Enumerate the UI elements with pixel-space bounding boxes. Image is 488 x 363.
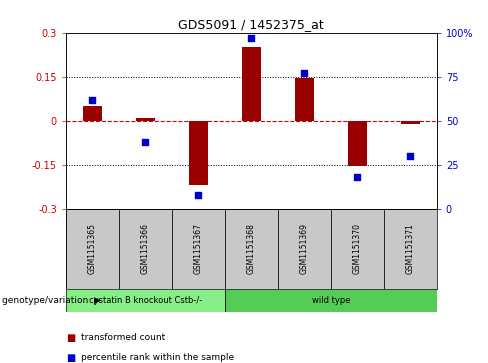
- Text: percentile rank within the sample: percentile rank within the sample: [81, 353, 234, 362]
- Bar: [136, 118, 155, 121]
- Text: cystatin B knockout Cstb-/-: cystatin B knockout Cstb-/-: [89, 296, 202, 305]
- Bar: [66, 209, 119, 289]
- Title: GDS5091 / 1452375_at: GDS5091 / 1452375_at: [179, 19, 324, 32]
- Text: genotype/variation  ▶: genotype/variation ▶: [2, 296, 102, 305]
- Bar: [242, 47, 261, 121]
- Bar: [384, 209, 437, 289]
- Bar: [189, 121, 207, 185]
- Text: GSM1151367: GSM1151367: [194, 223, 203, 274]
- Bar: [119, 209, 172, 289]
- Text: GSM1151371: GSM1151371: [406, 223, 415, 274]
- Bar: [83, 106, 102, 121]
- Bar: [331, 209, 384, 289]
- Text: ■: ■: [66, 333, 75, 343]
- Bar: [172, 209, 225, 289]
- Bar: [66, 289, 225, 312]
- Point: [247, 35, 255, 41]
- Bar: [401, 121, 420, 124]
- Bar: [225, 289, 437, 312]
- Text: wild type: wild type: [311, 296, 350, 305]
- Bar: [278, 209, 331, 289]
- Text: GSM1151368: GSM1151368: [247, 223, 256, 274]
- Text: transformed count: transformed count: [81, 333, 165, 342]
- Text: ■: ■: [66, 352, 75, 363]
- Bar: [295, 78, 314, 121]
- Bar: [348, 121, 366, 166]
- Bar: [225, 209, 278, 289]
- Text: GSM1151369: GSM1151369: [300, 223, 309, 274]
- Point: [142, 139, 149, 145]
- Point: [88, 97, 96, 102]
- Text: GSM1151370: GSM1151370: [353, 223, 362, 274]
- Point: [194, 192, 202, 197]
- Point: [407, 153, 414, 159]
- Text: GSM1151366: GSM1151366: [141, 223, 150, 274]
- Text: GSM1151365: GSM1151365: [88, 223, 97, 274]
- Point: [301, 70, 308, 76]
- Point: [353, 174, 361, 180]
